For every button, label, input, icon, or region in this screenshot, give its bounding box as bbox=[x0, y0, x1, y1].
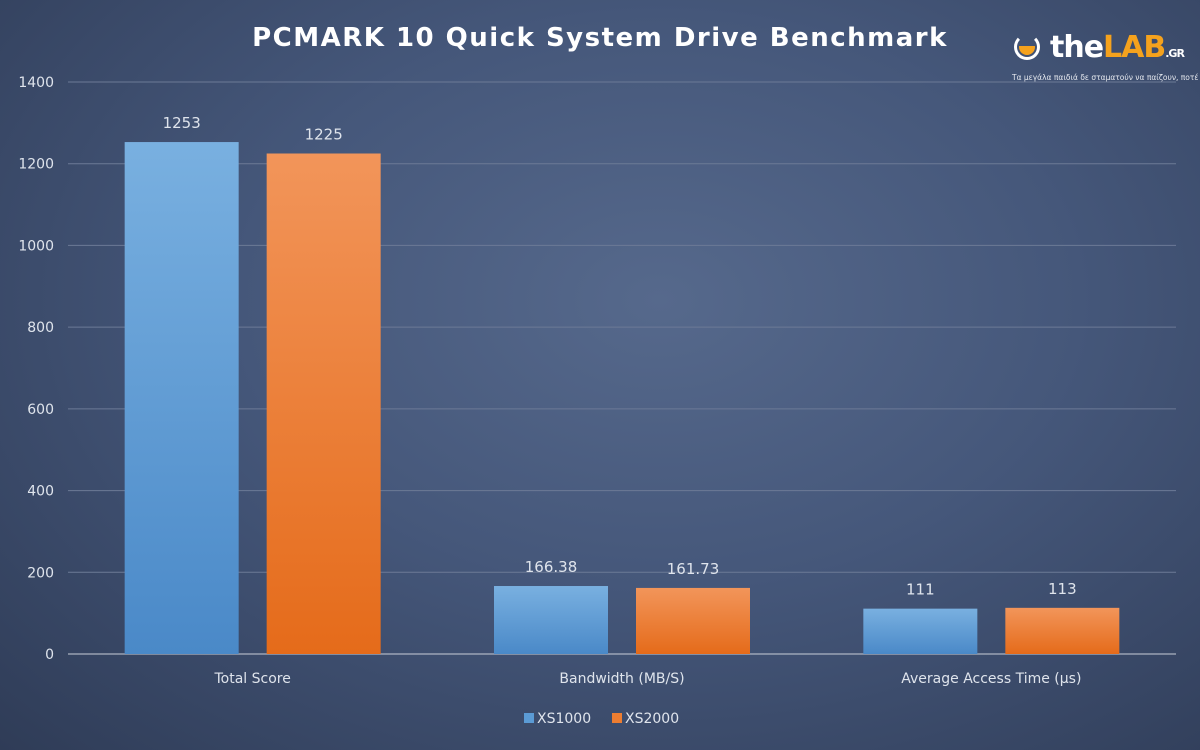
logo-the: the bbox=[1050, 30, 1104, 65]
bar-XS2000-2 bbox=[1005, 607, 1120, 654]
data-label: 111 bbox=[906, 581, 935, 599]
y-tick-label: 200 bbox=[27, 565, 54, 581]
y-tick-label: 1000 bbox=[18, 238, 54, 254]
y-tick-label: 1400 bbox=[18, 75, 54, 91]
legend-label-XS2000: XS2000 bbox=[625, 711, 679, 727]
bar-XS2000-1 bbox=[636, 587, 750, 654]
y-tick-label: 1200 bbox=[18, 157, 54, 173]
bar-XS1000-2 bbox=[863, 608, 978, 654]
logo-gr: .GR bbox=[1165, 47, 1185, 60]
data-label: 1253 bbox=[163, 114, 201, 132]
x-tick-label: Average Access Time (µs) bbox=[901, 671, 1081, 687]
y-tick-label: 600 bbox=[27, 402, 54, 418]
data-label: 1225 bbox=[305, 126, 343, 144]
power-flask-icon bbox=[1014, 34, 1040, 60]
data-label: 166.38 bbox=[525, 558, 578, 576]
thelab-logo: theLAB.GR Τα μεγάλα παιδιά δε σταματούν … bbox=[1008, 28, 1199, 86]
x-tick-label: Total Score bbox=[213, 671, 290, 687]
y-tick-label: 800 bbox=[27, 320, 54, 336]
y-tick-label: 0 bbox=[45, 647, 54, 663]
bar-XS1000-1 bbox=[494, 586, 608, 654]
y-tick-label: 400 bbox=[27, 484, 54, 500]
data-label: 161.73 bbox=[667, 560, 720, 578]
legend-label-XS1000: XS1000 bbox=[537, 711, 591, 727]
legend-swatch-XS1000 bbox=[524, 713, 534, 723]
x-tick-label: Bandwidth (MB/S) bbox=[559, 671, 684, 687]
logo-tagline: Τα μεγάλα παιδιά δε σταματούν να παίζουν… bbox=[1012, 73, 1199, 82]
bar-XS2000-0 bbox=[266, 153, 381, 654]
bar-XS1000-0 bbox=[124, 142, 239, 654]
chart-title: PCMARK 10 Quick System Drive Benchmark bbox=[252, 23, 948, 53]
logo-lab: LAB bbox=[1103, 30, 1166, 65]
data-label: 113 bbox=[1048, 580, 1077, 598]
legend-swatch-XS2000 bbox=[612, 713, 622, 723]
